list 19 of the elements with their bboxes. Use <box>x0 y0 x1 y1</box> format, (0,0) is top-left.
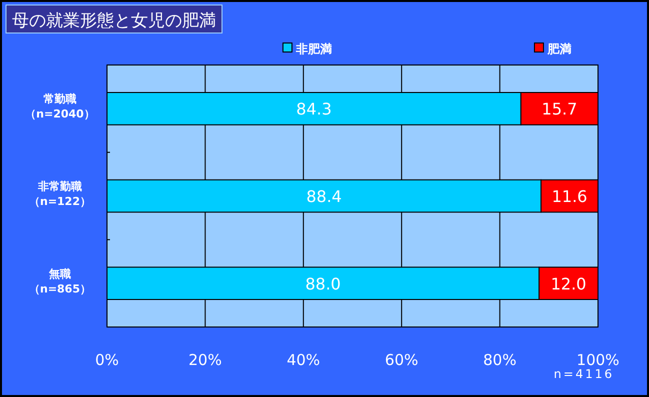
x-tick-label: 40% <box>286 351 320 369</box>
x-tick-label: 20% <box>188 351 222 369</box>
legend-label: 非肥満 <box>294 42 332 56</box>
legend-label: 肥満 <box>546 42 572 56</box>
x-tick-label: 60% <box>384 351 418 369</box>
y-tick-label: 無職（n=865） <box>28 267 92 296</box>
x-tick-label: 80% <box>483 351 516 369</box>
data-label: 88.0 <box>305 274 341 294</box>
data-label: 11.6 <box>552 187 588 206</box>
x-tick-label: 100% <box>576 351 620 369</box>
text: n=4116 <box>554 367 614 381</box>
chart-title: 母の就業形態と女児の肥満 <box>12 11 216 31</box>
data-label: 88.4 <box>306 187 342 206</box>
data-label: 84.3 <box>296 100 332 119</box>
y-tick-label: 常勤職（n=2040） <box>25 92 95 121</box>
data-label: 15.7 <box>542 100 578 119</box>
x-tick-label: 0% <box>95 351 119 369</box>
y-tick-label: 非常勤職（n=122） <box>28 180 92 208</box>
data-label: 12.0 <box>550 274 586 294</box>
